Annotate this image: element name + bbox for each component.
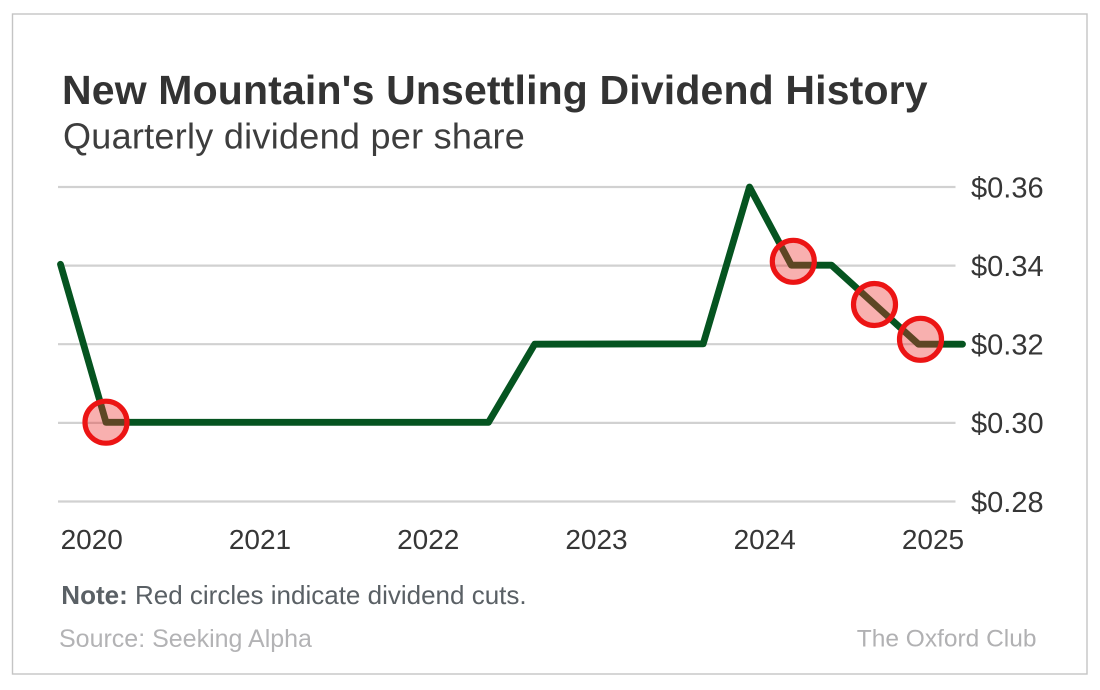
svg-text:2024: 2024 [734, 524, 796, 555]
svg-text:2021: 2021 [229, 524, 291, 555]
svg-text:$0.36: $0.36 [971, 172, 1044, 204]
svg-text:Source: Seeking Alpha: Source: Seeking Alpha [59, 625, 312, 653]
svg-text:2023: 2023 [565, 524, 627, 555]
svg-text:$0.30: $0.30 [971, 408, 1044, 440]
svg-text:Quarterly dividend per share: Quarterly dividend per share [63, 115, 525, 156]
svg-text:2020: 2020 [61, 524, 123, 555]
svg-text:2022: 2022 [397, 524, 459, 555]
svg-text:2025: 2025 [902, 524, 964, 555]
svg-text:$0.34: $0.34 [971, 251, 1044, 283]
svg-text:Note: Red circles indicate div: Note: Red circles indicate dividend cuts… [61, 580, 526, 610]
svg-text:$0.32: $0.32 [971, 330, 1044, 362]
svg-text:New Mountain's Unsettling Divi: New Mountain's Unsettling Dividend Histo… [62, 67, 928, 113]
svg-text:$0.28: $0.28 [971, 487, 1044, 519]
svg-text:The Oxford Club: The Oxford Club [857, 626, 1037, 653]
